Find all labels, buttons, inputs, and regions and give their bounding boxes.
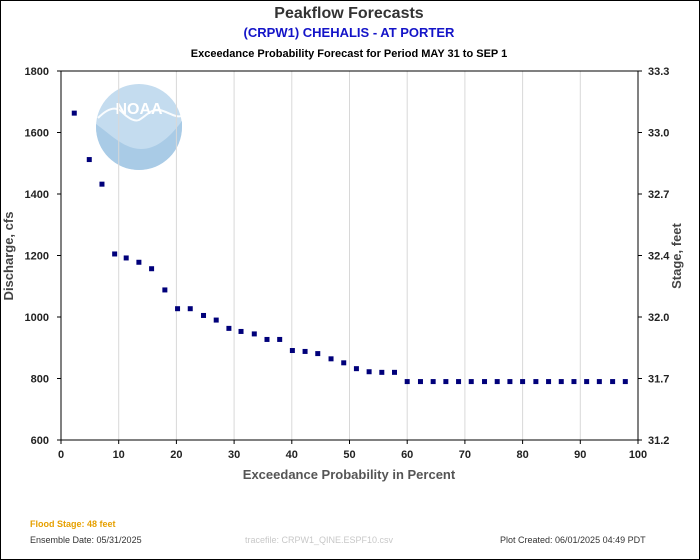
data-point	[264, 336, 270, 342]
x-tick-label: 50	[343, 449, 355, 461]
x-tick-label: 0	[58, 449, 64, 461]
data-point	[533, 379, 539, 385]
data-point	[494, 379, 500, 385]
data-point	[366, 369, 372, 375]
data-point	[456, 379, 462, 385]
y-tick-label: 1200	[25, 251, 49, 263]
data-point	[315, 351, 321, 357]
y2-tick-label: 32.7	[648, 189, 669, 201]
data-point	[622, 379, 628, 385]
flood-stage-label: Flood Stage: 48 feet	[30, 519, 116, 529]
data-point	[238, 328, 244, 334]
y2-tick-label: 33.0	[648, 128, 669, 140]
data-point	[558, 379, 564, 385]
y-tick-label: 1400	[25, 189, 49, 201]
x-tick-label: 10	[113, 449, 125, 461]
data-point	[482, 379, 488, 385]
data-point	[289, 348, 295, 354]
x-tick-label: 40	[286, 449, 298, 461]
y-axis: 600 800 1000 1200 1400 1600 1800	[25, 66, 61, 447]
data-point	[417, 379, 423, 385]
plot-created: Plot Created: 06/01/2025 04:49 PDT	[500, 535, 646, 545]
noaa-logo: NOAA	[96, 84, 182, 170]
y2-axis: 31.2 31.7 32.0 32.4 32.7 33.0 33.3	[638, 66, 670, 447]
data-point	[86, 157, 92, 163]
data-point	[571, 379, 577, 385]
data-point	[162, 287, 168, 293]
data-point	[112, 251, 118, 257]
data-point	[546, 379, 552, 385]
data-point	[520, 379, 526, 385]
data-point	[328, 356, 334, 362]
y-axis-label: Discharge, cfs	[1, 212, 16, 301]
x-axis: 0 10 20 30 40 50 60 70 80 90 100	[58, 440, 647, 461]
y2-tick-label: 32.0	[648, 312, 669, 324]
data-point	[136, 259, 142, 265]
data-point	[353, 366, 359, 372]
station-title: (CRPW1) CHEHALIS - AT PORTER	[244, 25, 455, 40]
x-axis-label: Exceedance Probability in Percent	[243, 467, 456, 482]
ensemble-date: Ensemble Date: 05/31/2025	[30, 535, 142, 545]
chart-subtitle: Exceedance Probability Forecast for Peri…	[191, 48, 507, 60]
y-tick-label: 1600	[25, 128, 49, 140]
y2-tick-label: 33.3	[648, 66, 669, 78]
tracefile-label: tracefile: CRPW1_QINE.ESPF10.csv	[245, 535, 394, 545]
data-point	[404, 379, 410, 385]
data-point	[392, 369, 398, 375]
y2-tick-label: 31.7	[648, 374, 669, 386]
y-tick-label: 600	[31, 435, 49, 447]
data-point	[277, 336, 283, 342]
data-point	[175, 306, 181, 312]
data-point	[149, 266, 155, 272]
data-point	[443, 379, 449, 385]
data-point	[302, 348, 308, 354]
data-point	[123, 255, 129, 261]
data-point	[341, 360, 347, 366]
x-tick-label: 80	[516, 449, 528, 461]
x-tick-label: 90	[574, 449, 586, 461]
x-tick-label: 100	[629, 449, 647, 461]
data-point	[379, 369, 385, 375]
data-point	[507, 379, 513, 385]
y-tick-label: 800	[31, 374, 49, 386]
y-tick-label: 1800	[25, 66, 49, 78]
x-tick-label: 20	[170, 449, 182, 461]
chart-title: Peakflow Forecasts	[274, 5, 424, 22]
data-point	[213, 317, 219, 323]
y2-axis-label: Stage, feet	[669, 222, 684, 288]
data-point	[226, 325, 232, 331]
data-series	[71, 110, 628, 385]
data-point	[610, 379, 616, 385]
y2-tick-label: 31.2	[648, 435, 669, 447]
noaa-logo-text: NOAA	[115, 101, 163, 118]
data-point	[584, 379, 590, 385]
x-tick-label: 30	[228, 449, 240, 461]
data-point	[251, 331, 257, 337]
x-tick-label: 60	[401, 449, 413, 461]
data-point	[430, 379, 436, 385]
y-tick-label: 1000	[25, 312, 49, 324]
y2-tick-label: 32.4	[648, 251, 670, 263]
data-point	[468, 379, 474, 385]
data-point	[596, 379, 602, 385]
data-point	[71, 110, 77, 116]
data-point	[201, 312, 207, 318]
data-point	[99, 181, 105, 187]
x-tick-label: 70	[459, 449, 471, 461]
chart-grid	[118, 71, 581, 440]
data-point	[187, 306, 193, 312]
